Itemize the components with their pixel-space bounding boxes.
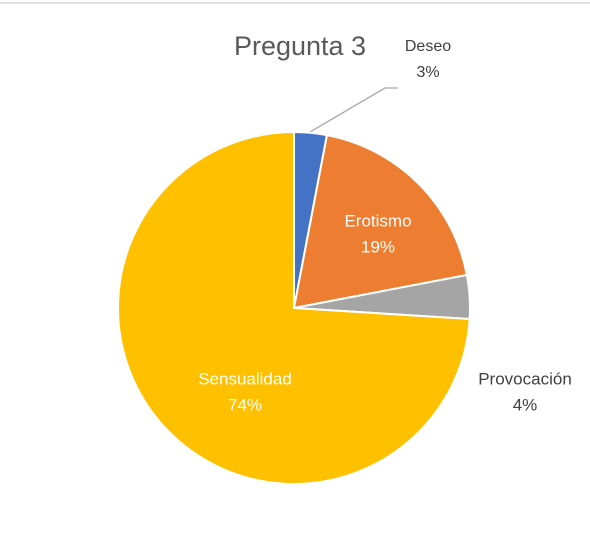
slice-value-label: 19% [361, 237, 395, 256]
slice-category-label: Sensualidad [198, 369, 292, 388]
slice-value-label: 74% [228, 395, 262, 414]
slice-category-label: Erotismo [344, 211, 411, 230]
slice-category-label: Deseo [405, 38, 451, 55]
slice-value-label: 3% [416, 64, 439, 81]
leader-line [309, 87, 398, 133]
slice-category-label: Provocación [478, 369, 572, 388]
slice-value-label: 4% [513, 395, 538, 414]
chart-title: Pregunta 3 [234, 31, 366, 61]
pie-slice [292, 133, 469, 310]
pie-slice [117, 130, 471, 485]
